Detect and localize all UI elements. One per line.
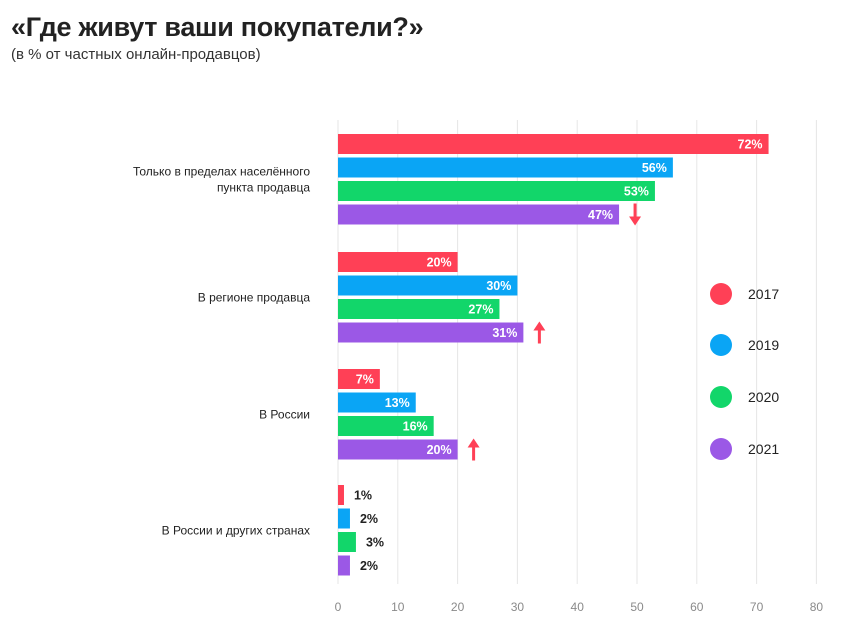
data-label: 2%	[360, 512, 378, 526]
category-label: В регионе продавца	[198, 290, 311, 304]
bar-2017	[338, 369, 380, 389]
data-label: 30%	[486, 279, 511, 293]
x-tick-label: 70	[750, 600, 764, 614]
bar-2019	[338, 392, 416, 413]
category-label: Только в пределах населённого	[133, 164, 310, 178]
bar-2017	[338, 485, 344, 505]
legend-label: 2021	[748, 441, 779, 457]
bar-2021	[338, 555, 350, 576]
data-label: 13%	[385, 396, 410, 410]
bar-2021	[338, 439, 458, 460]
data-label: 47%	[588, 208, 613, 222]
legend-item-2021: 2021	[710, 438, 779, 460]
bar-2020	[338, 181, 655, 201]
x-tick-label: 10	[391, 600, 405, 614]
chart-subtitle: (в % от частных онлайн-продавцов)	[11, 46, 261, 63]
data-label: 31%	[492, 326, 517, 340]
legend-label: 2017	[748, 286, 779, 302]
legend-item-2017: 2017	[710, 283, 779, 305]
trend-arrow-down	[629, 203, 642, 226]
x-axis-ticks: 0 10 20 30 40 50 60 70 80	[335, 600, 824, 614]
bar-2019	[338, 508, 350, 529]
data-label: 56%	[642, 161, 667, 175]
data-label: 16%	[403, 420, 428, 434]
data-label: 27%	[468, 303, 493, 317]
legend: 2017 2019 2020 2021	[710, 283, 779, 460]
x-tick-label: 50	[630, 600, 644, 614]
data-label: 7%	[356, 373, 374, 387]
data-label: 20%	[427, 256, 452, 270]
legend-swatch	[710, 334, 732, 356]
trend-arrow-up	[533, 321, 546, 344]
category-labels: Только в пределах населённого пункта прод…	[133, 164, 310, 537]
bar-2021	[338, 322, 524, 343]
category-label: В России	[259, 407, 310, 421]
legend-swatch	[710, 438, 732, 460]
bar-2019	[338, 157, 673, 178]
data-label: 53%	[624, 185, 649, 199]
x-tick-label: 80	[810, 600, 824, 614]
bar-2021	[338, 204, 620, 225]
bar-2020	[338, 299, 500, 319]
legend-swatch	[710, 283, 732, 305]
bar-2019	[338, 275, 518, 296]
x-tick-label: 0	[335, 600, 342, 614]
bars: 72% 56% 53% 47% 20% 30% 27% 31% 7% 13% 16% 20% 1% 2% 3…	[338, 134, 769, 576]
category-label: В России и других странах	[162, 523, 310, 537]
trend-arrow-up	[467, 438, 480, 461]
data-label: 1%	[354, 489, 372, 503]
x-tick-label: 30	[511, 600, 525, 614]
data-label: 20%	[427, 443, 452, 457]
data-label: 3%	[366, 536, 384, 550]
legend-label: 2020	[748, 389, 779, 405]
legend-label: 2019	[748, 337, 779, 353]
legend-item-2019: 2019	[710, 334, 779, 356]
legend-item-2020: 2020	[710, 386, 779, 408]
legend-swatch	[710, 386, 732, 408]
bar-2017	[338, 252, 458, 272]
bar-2020	[338, 416, 434, 436]
bar-2017	[338, 134, 769, 154]
bar-2020	[338, 532, 356, 552]
chart-title: «Где живут ваши покупатели?»	[11, 12, 424, 42]
data-label: 2%	[360, 559, 378, 573]
category-label: пункта продавца	[217, 180, 310, 194]
x-tick-label: 40	[571, 600, 585, 614]
x-tick-label: 60	[690, 600, 704, 614]
data-label: 72%	[738, 138, 763, 152]
x-tick-label: 20	[451, 600, 465, 614]
